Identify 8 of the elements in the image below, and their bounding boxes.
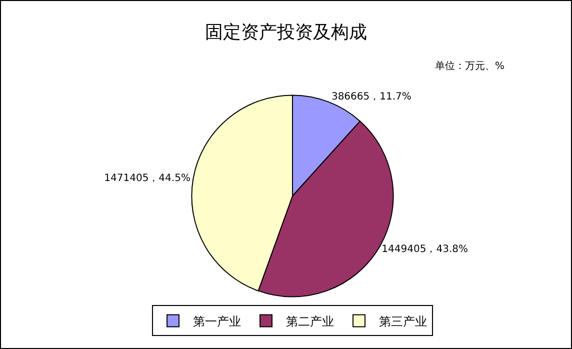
legend-label: 第三产业 [379, 314, 427, 328]
legend-label: 第二产业 [286, 314, 334, 328]
data-label: 386665，11.7% [331, 92, 412, 103]
data-label: 1449405，43.8% [382, 244, 468, 255]
text: 单位：万元、% [435, 60, 505, 72]
data-label: 1471405，44.5% [104, 172, 190, 184]
chart-title: 固定资产投资及构成 [205, 22, 367, 43]
legend-label: 第一产业 [193, 314, 241, 328]
